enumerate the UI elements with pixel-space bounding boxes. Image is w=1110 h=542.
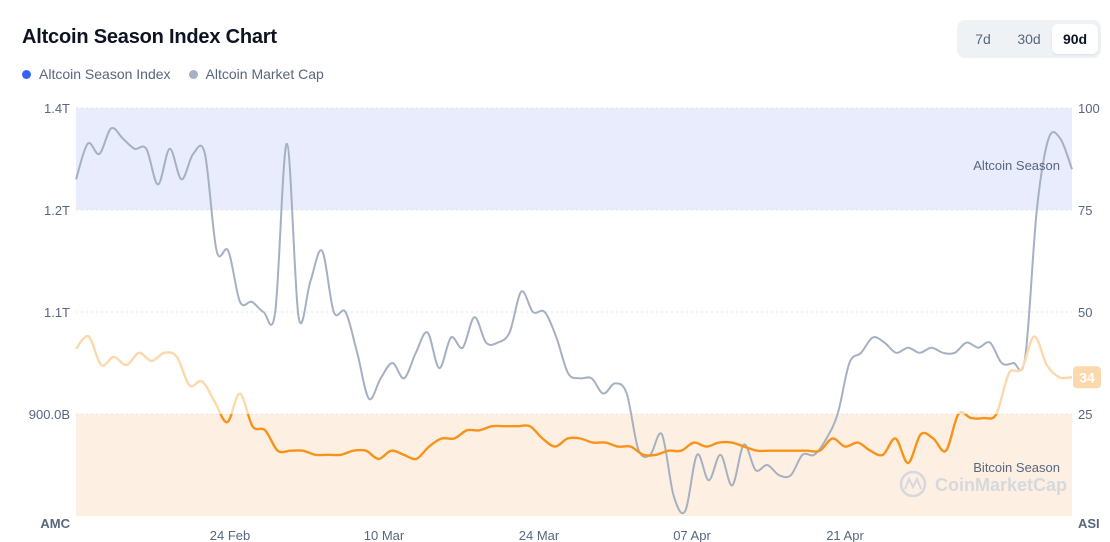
left-axis-tick: 1.2T	[44, 203, 70, 218]
zone-label-altcoin-season: Altcoin Season	[973, 158, 1060, 173]
range-tab-30d[interactable]: 30d	[1017, 31, 1041, 47]
x-axis-tick: 24 Mar	[519, 528, 560, 542]
coinmarketcap-watermark: CoinMarketCap	[899, 470, 1067, 498]
current-index-value: 34	[1079, 369, 1095, 385]
zone-label-bitcoin-season: Bitcoin Season	[973, 460, 1060, 475]
altcoin-market-cap-line	[75, 126, 1073, 515]
coinmarketcap-logo-mark	[904, 476, 922, 490]
legend-item-altcoin-season-index[interactable]: Altcoin Season Index	[22, 66, 171, 82]
legend-dot-asi	[22, 69, 31, 79]
x-axis-tick: 21 Apr	[826, 528, 864, 542]
time-range-selector: 7d 30d 90d	[957, 20, 1101, 58]
altcoin-season-index-line	[219, 414, 998, 465]
coinmarketcap-logo-icon	[899, 470, 927, 498]
right-axis-label: ASI	[1078, 516, 1100, 531]
right-axis-tick: 100	[1078, 101, 1100, 116]
left-axis-tick: 1.1T	[44, 305, 70, 320]
right-axis-tick: 75	[1078, 203, 1092, 218]
x-axis-tick: 24 Feb	[210, 528, 250, 542]
range-tab-90d[interactable]: 90d	[1052, 24, 1098, 54]
chart-legend: Altcoin Season Index Altcoin Market Cap	[22, 66, 324, 82]
legend-item-altcoin-market-cap[interactable]: Altcoin Market Cap	[188, 66, 324, 82]
current-index-badge	[1073, 366, 1101, 389]
x-axis-tick: 10 Mar	[364, 528, 405, 542]
bitcoin-season-zone	[76, 414, 1072, 516]
chart-title: Altcoin Season Index Chart	[22, 26, 277, 48]
legend-label-amc: Altcoin Market Cap	[205, 66, 324, 82]
right-axis-tick: 50	[1078, 305, 1092, 320]
watermark-text: CoinMarketCap	[935, 475, 1067, 495]
left-axis-tick: 900.0B	[29, 407, 70, 422]
legend-label-asi: Altcoin Season Index	[39, 66, 171, 82]
legend-dot-amc	[188, 69, 198, 79]
left-axis-tick: 1.4T	[44, 101, 70, 116]
range-tab-7d[interactable]: 7d	[975, 31, 991, 47]
left-axis-label: AMC	[40, 516, 70, 531]
x-axis-tick: 07 Apr	[673, 528, 711, 542]
altcoin-season-zone	[76, 108, 1072, 210]
right-axis-tick: 25	[1078, 407, 1092, 422]
altcoin-season-index-line-neutral	[75, 334, 1073, 414]
